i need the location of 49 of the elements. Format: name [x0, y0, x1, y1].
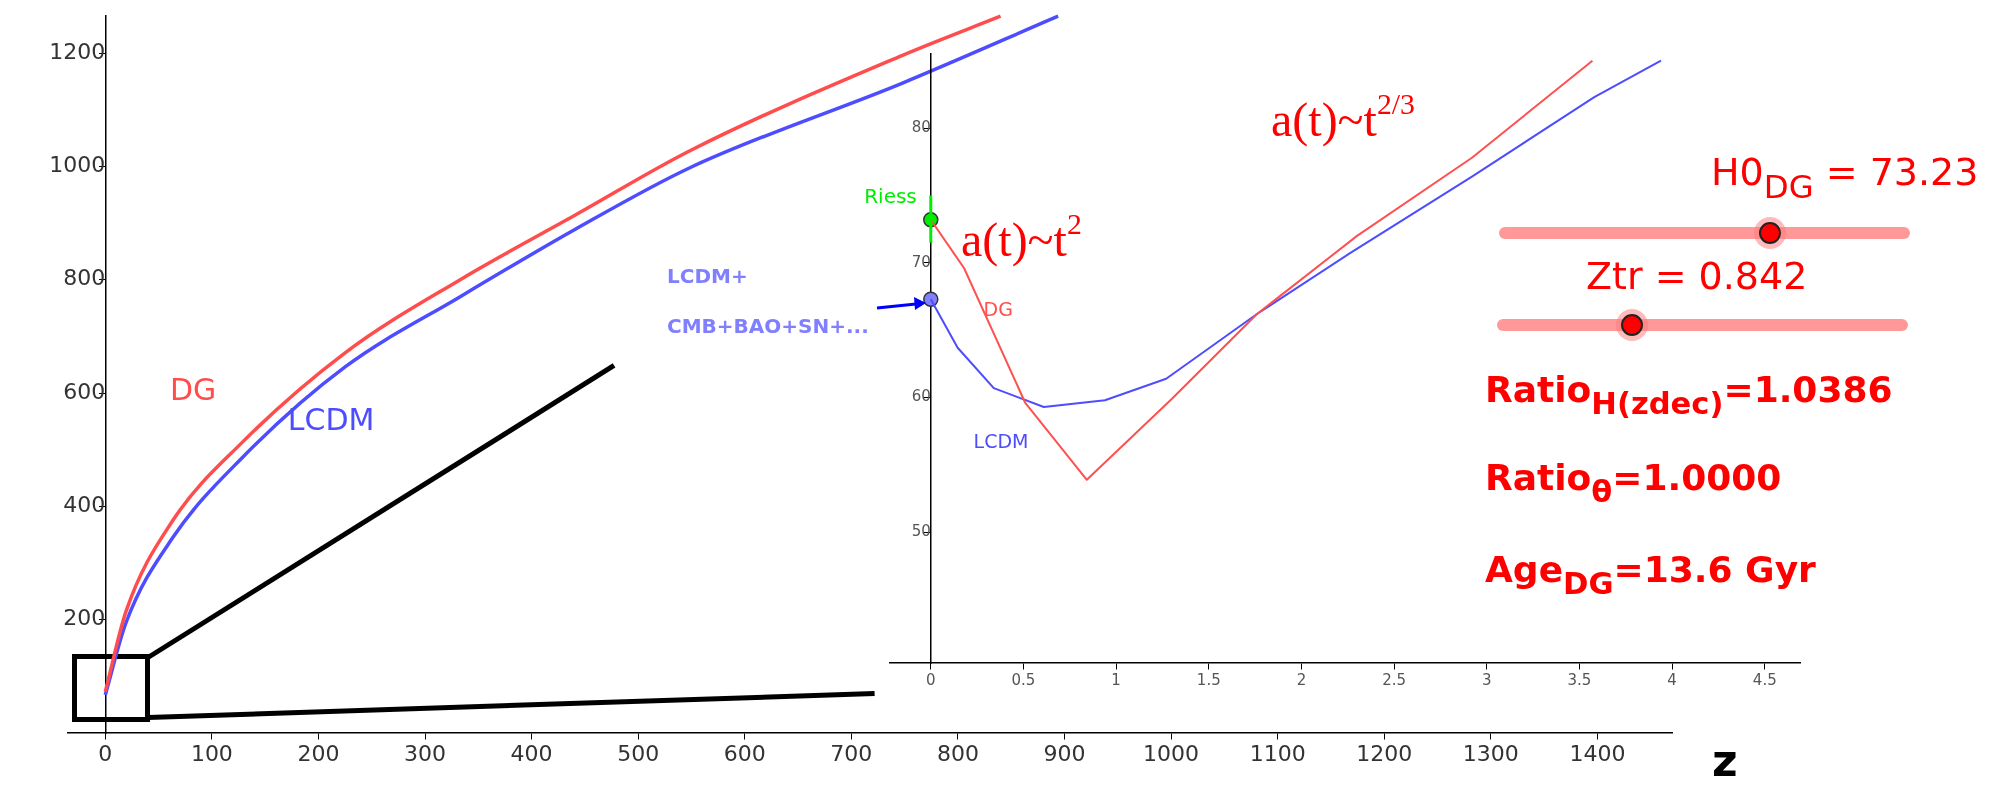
- y-tick-label: 600: [63, 378, 106, 404]
- x-tick-label: 1300: [1462, 740, 1519, 766]
- x-tick-label: 100: [190, 740, 233, 766]
- x-tick-label: 0: [98, 740, 113, 766]
- series-label: Riess: [864, 183, 917, 208]
- x-tick-label: 2: [1296, 670, 1307, 689]
- x-tick-label: 400: [510, 740, 553, 766]
- x-tick-label: 0.5: [1011, 670, 1036, 689]
- y-tick-label: 400: [63, 492, 106, 518]
- x-tick-label: 800: [936, 740, 979, 766]
- x-tick-label: 3: [1482, 670, 1492, 689]
- y-tick-label: 80: [911, 117, 931, 136]
- annotation: a(t)~t$^{2}$: [961, 206, 1082, 267]
- annotation: H0$_{DG}$ = 73.23: [1711, 150, 1979, 206]
- x-tick-label: 1: [1111, 670, 1121, 689]
- y-tick-label: 60: [911, 387, 931, 406]
- x-tick-label: 600: [723, 740, 766, 766]
- x-axis-title: z: [1712, 735, 1738, 786]
- y-tick-label: 1000: [49, 152, 106, 178]
- annotation: Ratio$_{H(zdec)}$=1.0386: [1485, 368, 1893, 422]
- x-tick-label: 0: [926, 670, 936, 689]
- series-label: LCDM: [287, 401, 375, 437]
- text: LCDM+ CMB+BAO+SN+...: [667, 264, 869, 339]
- y-tick-label: 50: [911, 522, 931, 541]
- x-tick-label: 200: [297, 740, 340, 766]
- series-label: LCDM: [973, 430, 1029, 453]
- x-tick-label: 1.5: [1196, 670, 1221, 689]
- x-tick-label: 1100: [1249, 740, 1306, 766]
- x-tick-label: 3.5: [1567, 670, 1592, 689]
- x-tick-label: 1400: [1569, 740, 1626, 766]
- y-tick-label: 800: [63, 265, 106, 291]
- x-tick-label: 1000: [1143, 740, 1200, 766]
- x-tick-label: 4.5: [1752, 670, 1777, 689]
- series-label: DG: [983, 297, 1013, 320]
- y-tick-label: 200: [63, 605, 106, 631]
- x-tick-label: 4: [1667, 670, 1677, 689]
- x-tick-label: 1200: [1356, 740, 1413, 766]
- annotation: a(t)~t$^{2/3}$: [1271, 86, 1415, 147]
- annotation: Ratio$_{θ}$=1.0000: [1485, 456, 1782, 510]
- x-tick-label: 900: [1043, 740, 1086, 766]
- series-label: DG: [169, 372, 217, 408]
- x-tick-label: 2.5: [1382, 670, 1407, 689]
- x-tick-label: 500: [617, 740, 660, 766]
- y-tick-label: 70: [911, 252, 931, 271]
- y-tick-label: 1200: [49, 38, 106, 64]
- annotation: Age$_{DG}$=13.6 Gyr: [1485, 548, 1816, 602]
- x-tick-label: 300: [404, 740, 447, 766]
- x-tick-label: 700: [830, 740, 873, 766]
- annotation: Ztr = 0.842: [1586, 254, 1808, 300]
